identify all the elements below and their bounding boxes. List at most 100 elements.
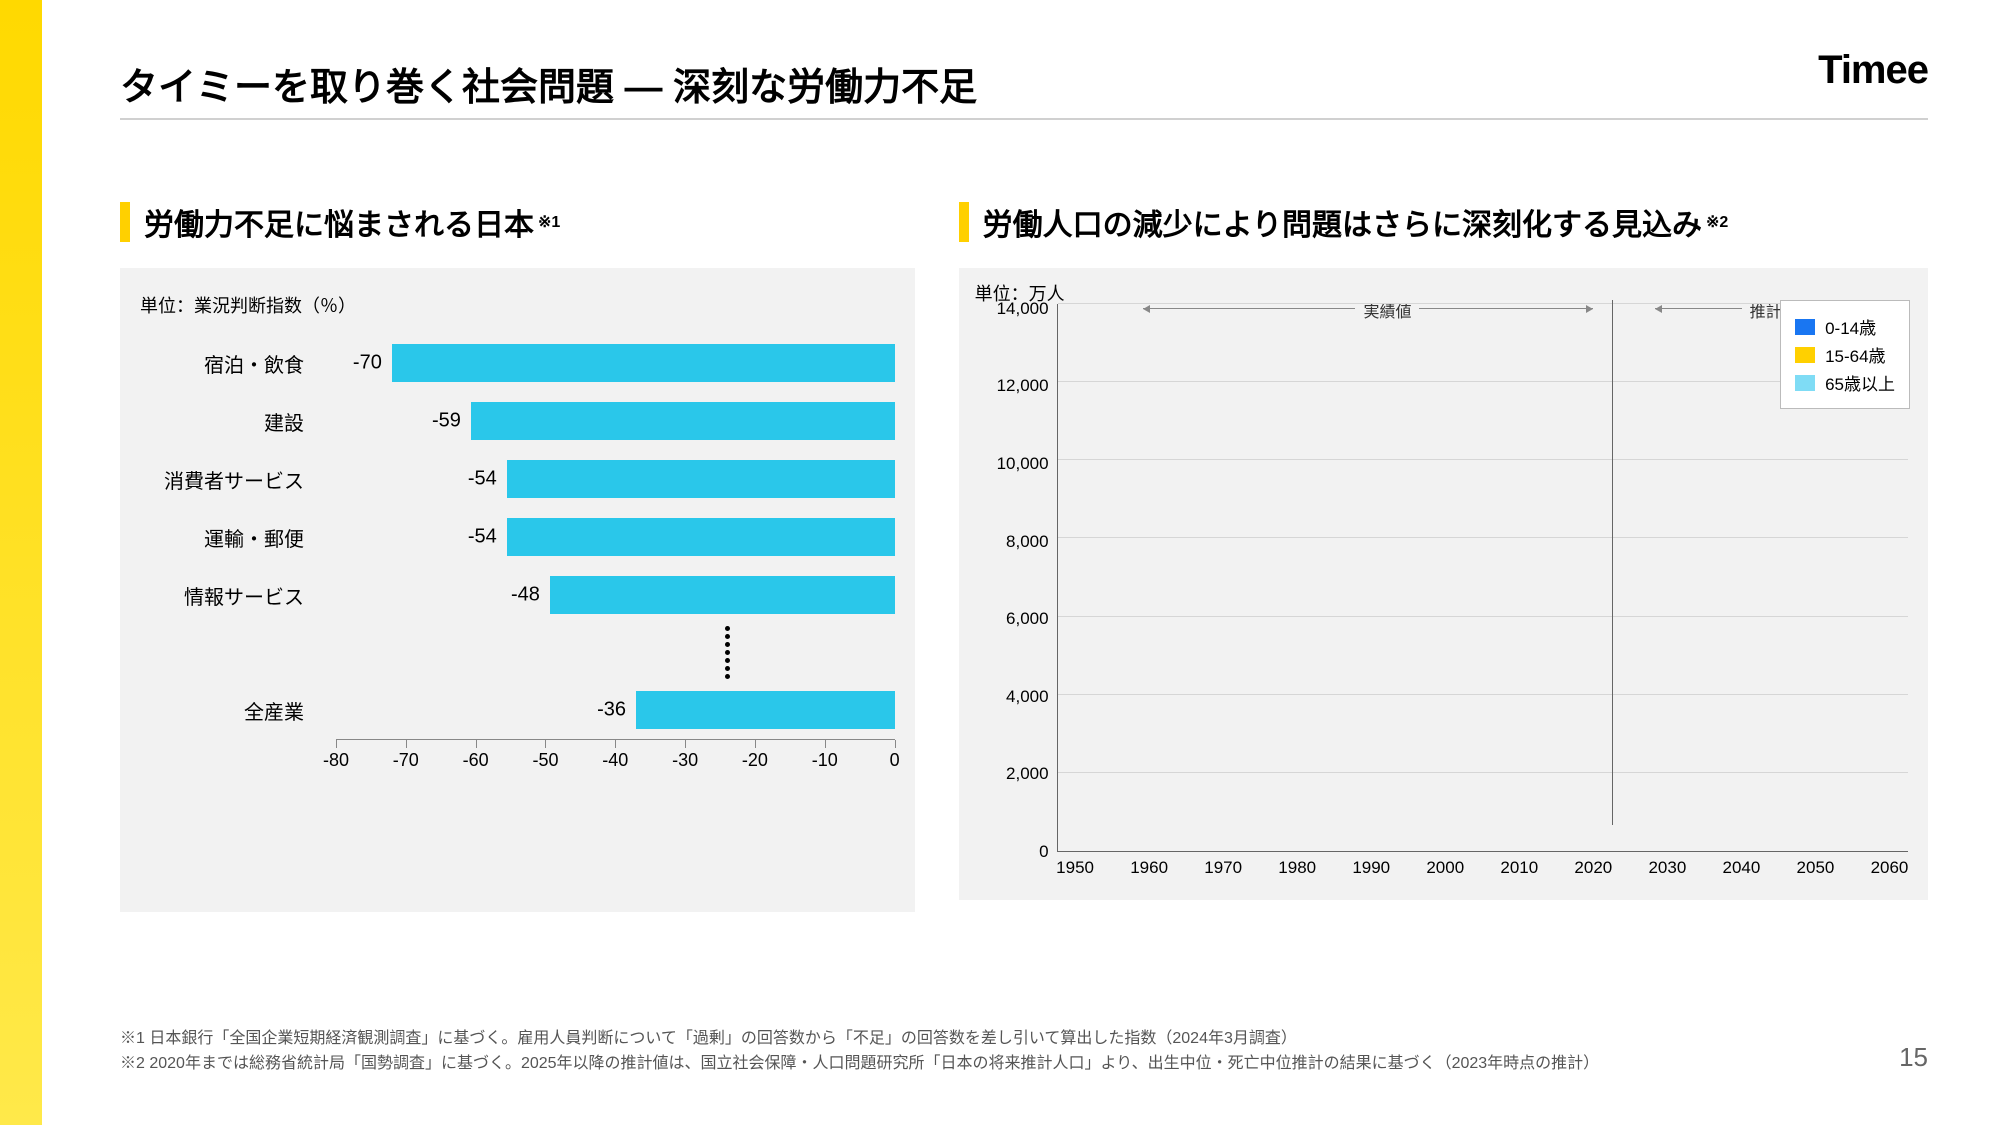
hbar-fill bbox=[507, 460, 895, 498]
hbar-fill bbox=[636, 691, 895, 729]
left-unit: 単位：業況判断指数（％） bbox=[140, 292, 895, 318]
legend-label: 0-14歳 bbox=[1825, 314, 1876, 339]
page-number: 15 bbox=[1899, 1042, 1928, 1073]
hbar-fill bbox=[471, 402, 895, 440]
hbar-row: 情報サービス -48 bbox=[140, 566, 895, 624]
sbar-yticklabel: 0 bbox=[1039, 842, 1048, 862]
hbar-fill bbox=[392, 344, 895, 382]
legend-swatch bbox=[1795, 319, 1815, 335]
hbar-ticklabel: -50 bbox=[532, 750, 558, 771]
sbar-xticklabel: 1960 bbox=[1130, 858, 1168, 878]
left-column: 労働力不足に悩まされる日本 ※1 単位：業況判断指数（％） 宿泊・飲食 -70 建設… bbox=[120, 200, 915, 912]
legend-swatch bbox=[1795, 347, 1815, 363]
hbar-category: 消費者サービス bbox=[140, 465, 320, 494]
footnote-line: ※2 2020年までは総務省統計局「国勢調査」に基づく。2025年以降の推計値は… bbox=[120, 1051, 1860, 1077]
right-heading-sup: ※2 bbox=[1706, 212, 1728, 232]
hbar-value: -59 bbox=[432, 410, 471, 433]
sbar-yaxis: 単位：万人 02,0004,0006,0008,00010,00012,0001… bbox=[979, 292, 1057, 852]
hbar-tick bbox=[685, 740, 686, 748]
sbar-xticklabel: 1970 bbox=[1204, 858, 1242, 878]
left-heading: 労働力不足に悩まされる日本 ※1 bbox=[120, 200, 915, 244]
hbar-fill bbox=[550, 576, 895, 614]
hbar-ticklabel: -10 bbox=[812, 750, 838, 771]
sbar-xticklabel: 2050 bbox=[1797, 858, 1835, 878]
left-chart: 単位：業況判断指数（％） 宿泊・飲食-70建設-59消費者サービス-54運輸・郵… bbox=[120, 268, 915, 912]
legend-row: 15-64歳 bbox=[1795, 342, 1895, 367]
legend-swatch bbox=[1795, 375, 1815, 391]
footnotes: ※1 日本銀行「全国企業短期経済観測調査」に基づく。雇用人員判断について「過剰」… bbox=[120, 1026, 1860, 1077]
right-chart: 0-14歳15-64歳65歳以上 単位：万人 02,0004,0006,0008… bbox=[959, 268, 1928, 900]
hbar-track: -54 bbox=[320, 518, 895, 556]
sbar-xticklabel: 2010 bbox=[1500, 858, 1538, 878]
sbar-yticklabel: 14,000 bbox=[997, 299, 1049, 319]
sbar-xticklabel: 2000 bbox=[1426, 858, 1464, 878]
right-column: 労働人口の減少により問題はさらに深刻化する見込み ※2 0-14歳 15-64歳 6… bbox=[959, 200, 1928, 912]
hbar-category: 情報サービス bbox=[140, 581, 320, 610]
hbar-tick bbox=[336, 740, 337, 748]
left-heading-text: 労働力不足に悩まされる日本 bbox=[144, 200, 534, 244]
hbar-category: 宿泊・飲食 bbox=[140, 349, 320, 378]
hbar-track: -59 bbox=[320, 402, 895, 440]
hbar-tick bbox=[406, 740, 407, 748]
hbar-ticklabel: -20 bbox=[742, 750, 768, 771]
hbar-fill bbox=[507, 518, 895, 556]
hbar-value: -54 bbox=[468, 526, 507, 549]
sbar-xticklabel: 2020 bbox=[1574, 858, 1612, 878]
title-rule bbox=[120, 118, 1928, 120]
left-heading-sup: ※1 bbox=[538, 212, 560, 232]
legend-row: 0-14歳 bbox=[1795, 314, 1895, 339]
sbar-yticklabel: 4,000 bbox=[1006, 687, 1049, 707]
hbar-category: 運輸・郵便 bbox=[140, 523, 320, 552]
hbar-track: -48 bbox=[320, 576, 895, 614]
legend: 0-14歳 15-64歳 65歳以上 bbox=[1780, 300, 1910, 409]
sbar-yticklabel: 2,000 bbox=[1006, 764, 1049, 784]
legend-label: 65歳以上 bbox=[1825, 370, 1895, 395]
hbar-tick bbox=[476, 740, 477, 748]
hbar-category: 建設 bbox=[140, 407, 320, 436]
legend-row: 65歳以上 bbox=[1795, 370, 1895, 395]
hbar-row: 運輸・郵便 -54 bbox=[140, 508, 895, 566]
side-accent bbox=[0, 0, 42, 1125]
sbar-xticklabel: 1980 bbox=[1278, 858, 1316, 878]
right-heading-text: 労働人口の減少により問題はさらに深刻化する見込み bbox=[983, 200, 1702, 244]
hbar-value: -70 bbox=[353, 352, 392, 375]
hbar-tick bbox=[895, 740, 896, 748]
sbar-xticklabel: 2030 bbox=[1648, 858, 1686, 878]
right-heading: 労働人口の減少により問題はさらに深刻化する見込み ※2 bbox=[959, 200, 1928, 244]
hbar-ticklabel: -80 bbox=[323, 750, 349, 771]
hbar-category: 全産業 bbox=[140, 696, 320, 725]
sbar-divider bbox=[1612, 300, 1613, 825]
sbar-xticklabel: 1990 bbox=[1352, 858, 1390, 878]
hbar-ticklabel: -40 bbox=[602, 750, 628, 771]
sbar-yticklabel: 6,000 bbox=[1006, 609, 1049, 629]
hbar-tick bbox=[615, 740, 616, 748]
page-title: タイミーを取り巻く社会問題 ― 深刻な労働力不足 bbox=[120, 56, 977, 111]
hbar-track: -36 bbox=[320, 691, 895, 729]
sbar-gridline bbox=[1058, 537, 1908, 538]
hbar-row: 全産業 -36 bbox=[140, 681, 895, 739]
accent-bar-icon bbox=[120, 202, 130, 242]
sbar-yticklabel: 8,000 bbox=[1006, 532, 1049, 552]
hbar-row: 消費者サービス -54 bbox=[140, 450, 895, 508]
hbar-track: -54 bbox=[320, 460, 895, 498]
hbar-plot: 宿泊・飲食 -70 建設 -59 消費者サービス -54 運輸・郵便 -54 情報サービス -48… bbox=[140, 334, 895, 894]
sbar-xticklabel: 1950 bbox=[1056, 858, 1094, 878]
sbar-xaxis: 1950196019701980199020002010202020302040… bbox=[1057, 852, 1908, 882]
hbar-value: -36 bbox=[597, 699, 636, 722]
sbar-gridline bbox=[1058, 772, 1908, 773]
hbar-row: 宿泊・飲食 -70 bbox=[140, 334, 895, 392]
sbar-plot: 単位：万人 02,0004,0006,0008,00010,00012,0001… bbox=[979, 292, 1908, 852]
hbar-track: -70 bbox=[320, 344, 895, 382]
hbar-tick bbox=[545, 740, 546, 748]
sbar-yticklabel: 10,000 bbox=[997, 454, 1049, 474]
hbar-ticklabel: -70 bbox=[393, 750, 419, 771]
hbar-xaxis: -80-70-60-50-40-30-20-100 bbox=[336, 739, 895, 775]
sbar-yticklabel: 12,000 bbox=[997, 376, 1049, 396]
sbar-gridline bbox=[1058, 459, 1908, 460]
hbar-tick bbox=[755, 740, 756, 748]
hbar-value: -54 bbox=[468, 468, 507, 491]
ellipsis-dots bbox=[560, 624, 895, 681]
hbar-value: -48 bbox=[511, 584, 550, 607]
hbar-row: 建設 -59 bbox=[140, 392, 895, 450]
sbar-gridline bbox=[1058, 694, 1908, 695]
